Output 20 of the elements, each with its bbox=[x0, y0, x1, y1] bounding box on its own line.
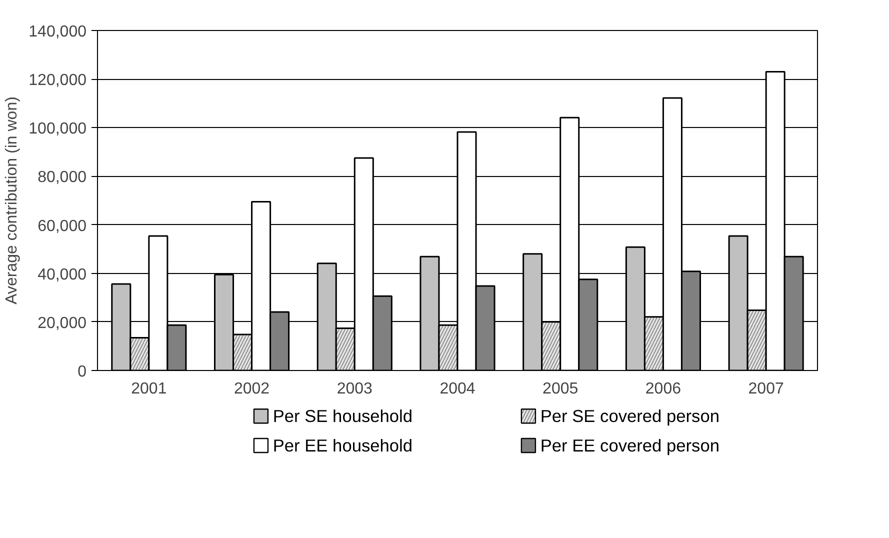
legend-label: Per SE covered person bbox=[540, 406, 720, 426]
y-tick-label: 80,000 bbox=[38, 169, 87, 186]
y-tick-label: 0 bbox=[78, 364, 87, 380]
x-tick-label: 2002 bbox=[234, 380, 270, 398]
legend-label: Per EE household bbox=[272, 436, 413, 456]
y-axis-title: Average contribution (in won) bbox=[4, 96, 21, 304]
x-tick-label: 2001 bbox=[131, 380, 167, 398]
y-tick-label: 120,000 bbox=[28, 72, 87, 90]
legend-label: Per SE household bbox=[272, 406, 413, 426]
y-tick-label: 60,000 bbox=[38, 218, 87, 235]
x-tick-label: 2006 bbox=[645, 380, 682, 398]
y-tick-label: 100,000 bbox=[28, 120, 87, 138]
x-tick-label: 2007 bbox=[748, 380, 784, 398]
legend-label: Per EE covered person bbox=[540, 436, 720, 456]
y-tick-label: 140,000 bbox=[28, 24, 87, 40]
y-tick-label: 40,000 bbox=[38, 266, 87, 284]
y-tick-label: 20,000 bbox=[38, 314, 87, 332]
x-tick-label: 2005 bbox=[542, 380, 578, 398]
x-tick-label: 2003 bbox=[336, 380, 373, 398]
x-tick-label: 2004 bbox=[440, 380, 476, 398]
